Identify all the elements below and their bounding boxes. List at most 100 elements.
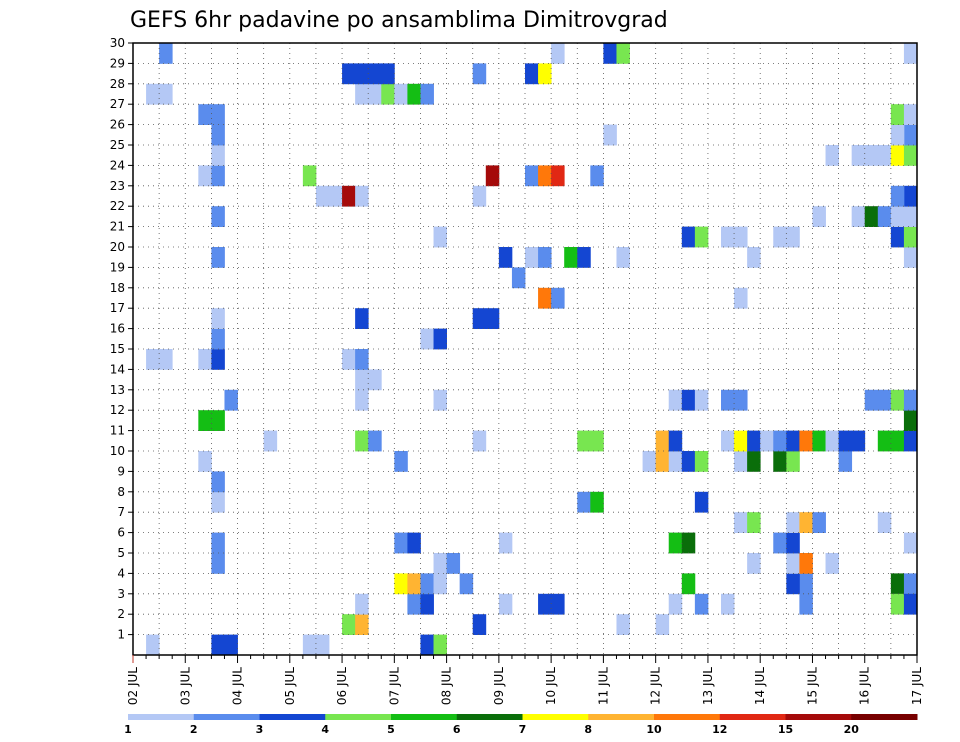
- precip-cell: [342, 63, 356, 85]
- precip-cell: [786, 532, 800, 554]
- y-tick-label: 10: [110, 444, 125, 458]
- precip-cell: [890, 185, 905, 207]
- precip-cell: [433, 328, 447, 350]
- y-tick-label: 23: [110, 179, 125, 193]
- colorbar-swatch: [654, 714, 721, 720]
- colorbar-swatch: [391, 714, 458, 720]
- y-tick-label: 4: [117, 566, 125, 580]
- precip-cell: [211, 104, 225, 125]
- precip-cell: [420, 593, 434, 615]
- y-axis-ticks: 1234567891011121314151617181920212223242…: [110, 36, 133, 642]
- precip-cell: [433, 634, 447, 656]
- precip-cell: [211, 165, 225, 187]
- colorbar-swatch: [456, 714, 523, 720]
- x-tick-label: 10 JUL: [544, 667, 558, 705]
- precip-cell: [668, 451, 683, 472]
- precip-cell: [263, 430, 278, 452]
- precip-cell: [903, 43, 918, 64]
- precip-cell: [903, 389, 918, 411]
- precip-cell: [498, 593, 513, 615]
- precip-cell: [420, 634, 434, 656]
- precip-cell: [812, 512, 826, 533]
- precip-cell: [734, 287, 748, 309]
- precip-cell: [394, 83, 408, 105]
- y-tick-label: 11: [110, 424, 125, 438]
- precip-cell: [890, 124, 905, 146]
- precip-cell: [211, 410, 225, 431]
- precip-cell: [433, 389, 447, 411]
- precip-cell: [485, 165, 500, 187]
- y-tick-label: 5: [117, 546, 125, 560]
- precip-cell: [694, 491, 709, 513]
- colorbar-label: 2: [190, 723, 198, 736]
- precip-cell: [224, 389, 238, 411]
- precip-cell: [224, 634, 238, 656]
- precip-cell: [355, 83, 369, 105]
- y-tick-label: 21: [110, 220, 125, 234]
- precip-cell: [694, 451, 709, 472]
- precip-cell: [211, 206, 225, 227]
- precip-cell: [551, 593, 565, 615]
- precip-cell: [603, 43, 617, 64]
- precip-cell: [525, 63, 539, 85]
- precip-cell: [721, 226, 735, 248]
- precip-cell: [851, 430, 866, 452]
- x-tick-label: 04 JUL: [231, 667, 245, 705]
- y-tick-label: 22: [110, 199, 125, 213]
- y-tick-label: 7: [117, 505, 125, 519]
- precip-cell: [747, 247, 761, 268]
- precip-cell: [799, 573, 813, 595]
- colorbar-swatch: [588, 714, 655, 720]
- x-tick-label: 08 JUL: [440, 667, 454, 705]
- precip-cell: [786, 512, 800, 533]
- precip-cell: [146, 83, 160, 105]
- precip-cell: [485, 308, 500, 329]
- precip-cell: [681, 451, 696, 472]
- precip-cell: [668, 593, 683, 615]
- colorbar-swatch: [259, 714, 326, 720]
- precip-cell: [773, 532, 787, 554]
- precip-cell: [903, 573, 918, 595]
- precip-cell: [355, 614, 369, 635]
- precip-cell: [472, 614, 487, 635]
- precip-cell: [903, 206, 918, 227]
- precip-cell: [747, 553, 761, 574]
- precip-cell: [890, 206, 905, 227]
- colorbar-swatch: [128, 714, 195, 720]
- y-tick-label: 14: [110, 362, 125, 376]
- precip-cell: [786, 451, 800, 472]
- colorbar-label: 1: [124, 723, 132, 736]
- precip-cell: [198, 451, 212, 472]
- x-tick-label: 02 JUL: [126, 667, 140, 705]
- precip-cell: [211, 471, 225, 493]
- precip-cell: [381, 63, 395, 85]
- precip-cell: [394, 451, 408, 472]
- precip-cell: [355, 308, 369, 329]
- precip-cell: [681, 389, 696, 411]
- x-tick-label: 11 JUL: [596, 667, 610, 705]
- x-tick-label: 05 JUL: [283, 667, 297, 705]
- x-axis-ticks: 02 JUL 03 JUL 04 JUL 05 JUL 06 JUL 07 JUL 08 J…: [126, 655, 924, 705]
- precip-cell: [799, 553, 813, 574]
- y-tick-label: 1: [117, 628, 125, 642]
- precip-cell: [799, 512, 813, 533]
- precip-cell: [538, 247, 552, 268]
- precip-cell: [877, 145, 892, 166]
- colorbar-swatch: [325, 714, 392, 720]
- x-tick-label: 15 JUL: [805, 667, 819, 705]
- colorbar-legend: 1 2 3 4 5 6 7 8 10 12 15 20: [124, 714, 918, 736]
- precip-cell: [538, 165, 552, 187]
- precip-cell: [355, 389, 369, 411]
- precip-cell: [211, 553, 225, 574]
- precip-cell: [603, 124, 617, 146]
- precip-cell: [877, 389, 892, 411]
- y-tick-label: 9: [117, 464, 125, 478]
- precip-cell: [734, 430, 748, 452]
- precip-cell: [903, 145, 918, 166]
- precip-cell: [668, 430, 683, 452]
- precip-cell: [538, 63, 552, 85]
- precip-cell: [420, 83, 434, 105]
- precip-cell: [525, 247, 539, 268]
- precip-cell: [825, 430, 839, 452]
- precip-cell: [903, 104, 918, 125]
